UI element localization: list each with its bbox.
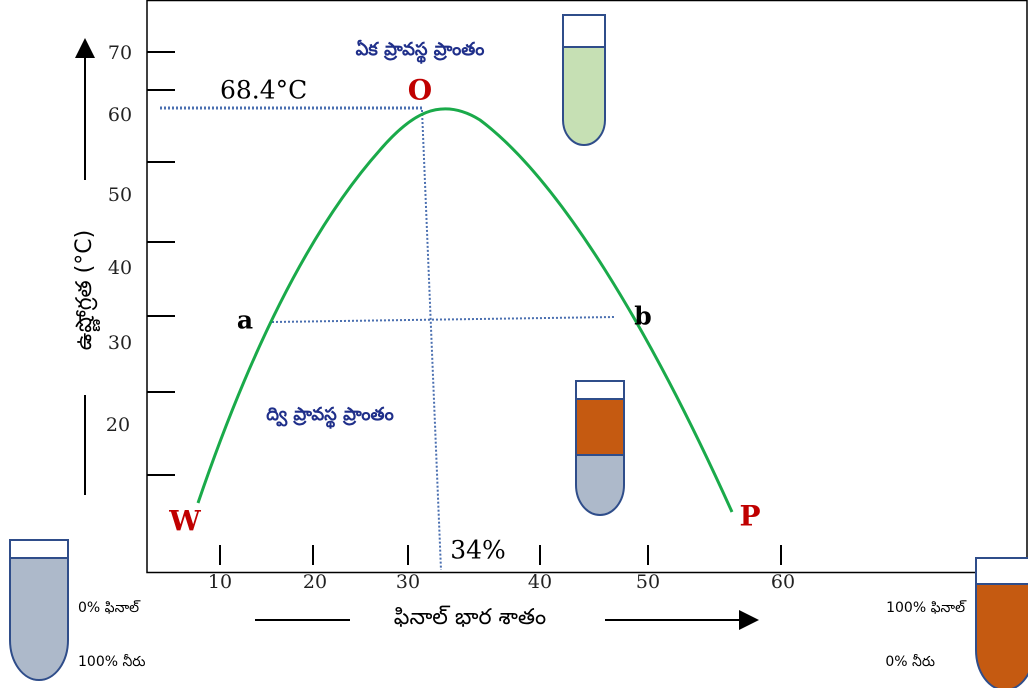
tube-label: 0% నీరు [885, 654, 935, 670]
x-ticks [219, 545, 782, 565]
tube-phenol [975, 557, 1028, 688]
critical-temperature: 68.4°C [220, 76, 307, 105]
point-label: b [634, 302, 651, 331]
critical-composition: 34% [450, 536, 506, 565]
y-tick-label: 70 [108, 42, 132, 64]
tube-water [9, 539, 69, 681]
x-tick-label: 30 [396, 571, 420, 593]
y-ticks [147, 51, 175, 476]
region-label: ఏక ప్రావస్థ ప్రాంతం [356, 39, 485, 64]
point-label: O [408, 74, 432, 107]
y-tick-label: 50 [108, 184, 132, 206]
y-tick-label: 20 [106, 414, 130, 436]
y-axis-label: ఉష్ణోగ్రత (°C) [72, 230, 101, 350]
tube-label: 100% నీరు [78, 654, 146, 670]
solubility-curve [196, 107, 734, 513]
tube-one-phase [562, 14, 606, 146]
y-tick-label: 30 [108, 332, 132, 354]
point-label: a [237, 306, 253, 335]
label-bg [70, 180, 100, 395]
x-tick-label: 20 [303, 571, 327, 593]
y-tick-label: 60 [108, 104, 132, 126]
guide-lines [160, 106, 616, 571]
tube-label: 100% ఫినాల్ [886, 600, 967, 616]
plot-frame [146, 0, 1028, 574]
region-label: ద్వి ప్రావస్థ ప్రాంతం [266, 404, 393, 429]
tube-two-phase [575, 380, 625, 516]
tube-label: 0% ఫినాల్ [78, 600, 141, 616]
point-label: P [739, 500, 760, 533]
x-tick-label: 60 [771, 571, 795, 593]
x-axis-label: ఫినాల్ భార శాతం [394, 605, 546, 630]
x-tick-label: 50 [636, 571, 660, 593]
y-tick-label: 40 [108, 257, 132, 279]
x-tick-label: 10 [208, 571, 232, 593]
x-tick-label: 40 [528, 571, 552, 593]
point-label: W [168, 505, 201, 538]
